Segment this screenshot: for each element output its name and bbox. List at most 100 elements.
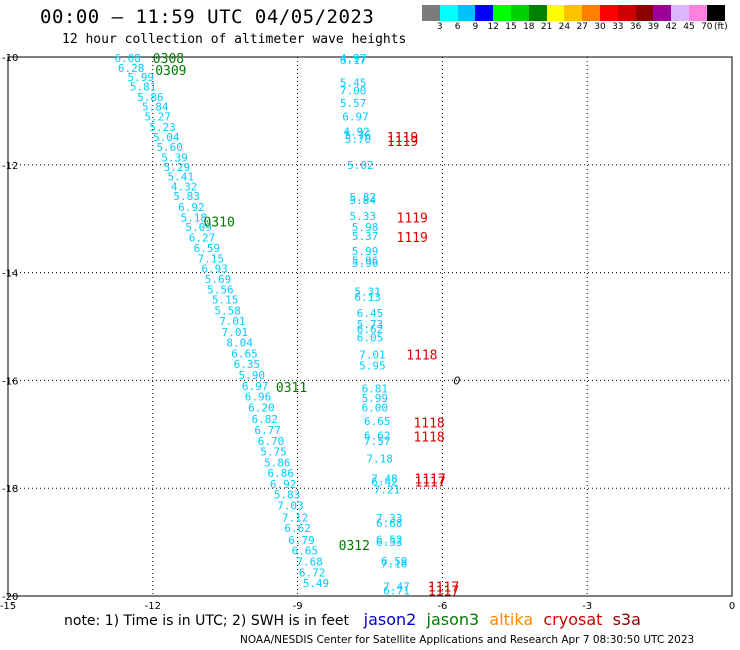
legend-note: note: 1) Time is in UTC; 2) SWH is in fe… xyxy=(64,613,350,629)
wave-height-value: 5.56 xyxy=(207,283,234,296)
satellite-legend: jason2 jason3 altika cryosat s3a xyxy=(353,610,641,629)
wave-height-value: 4.92 xyxy=(343,125,370,138)
wave-height-value: 5.99 xyxy=(127,71,154,84)
wave-height-value: 6.93 xyxy=(201,262,228,275)
wave-height-value: 5.95 xyxy=(359,359,386,372)
pass-time-label: 1119 xyxy=(397,212,428,227)
pass-time-label: 0309 xyxy=(155,64,186,79)
wave-height-value: 5.82 xyxy=(350,191,377,204)
wave-height-value: 6.42 xyxy=(371,476,398,489)
wave-height-value: 6.65 xyxy=(364,415,391,428)
wave-height-value: 5.70 xyxy=(345,133,372,146)
wave-height-value: 6.35 xyxy=(234,358,261,371)
wave-height-value: 5.31 xyxy=(354,285,381,298)
wave-height-value: 5.60 xyxy=(156,141,183,154)
color-scale-label: 6 xyxy=(454,22,461,32)
wave-height-value: 5.99 xyxy=(362,392,389,405)
wave-height-value: 6.97 xyxy=(342,110,369,123)
x-tick-label: -9 xyxy=(293,601,303,610)
wave-height-value: 7.12 xyxy=(282,511,309,524)
x-tick-label: -15 xyxy=(0,601,16,610)
color-swatch xyxy=(422,5,440,21)
wave-height-value: 7.03 xyxy=(277,499,304,512)
color-swatch xyxy=(635,5,654,21)
wave-height-plot: -15 -12 -9 -6 -3 0 -10 -12 -14 -16 -18 -20 6.086.28… xyxy=(0,52,735,610)
color-scale-label: 12 xyxy=(487,22,499,32)
x-tick-label: -3 xyxy=(582,601,592,610)
wave-height-value: 6.59 xyxy=(381,555,408,568)
wave-height-value: 6.62 xyxy=(364,429,391,442)
color-swatch xyxy=(457,5,476,21)
color-swatch xyxy=(528,5,547,21)
wave-height-value: 6.96 xyxy=(245,391,272,404)
wave-height-value: 5.81 xyxy=(130,81,157,94)
y-tick-label: -10 xyxy=(2,53,18,64)
wave-height-value: 5.86 xyxy=(137,91,164,104)
wave-height-value: 5.33 xyxy=(350,210,377,223)
color-scale-label: 45 xyxy=(683,22,695,32)
color-scale-label: 39 xyxy=(647,22,660,32)
color-scale-label: 24 xyxy=(558,22,571,32)
wave-height-value: 5.84 xyxy=(142,101,169,114)
wave-height-value: 7.01 xyxy=(219,315,246,328)
legend-cryosat: cryosat xyxy=(533,610,603,629)
wave-height-value: 5.15 xyxy=(212,294,239,307)
color-swatch xyxy=(510,5,529,21)
wave-height-value: 6.77 xyxy=(254,424,281,437)
y-tick-label: -18 xyxy=(2,484,18,495)
pass-time-label: 1118 xyxy=(406,349,437,364)
wave-height-value: 6.79 xyxy=(288,534,315,547)
x-tick-label: -12 xyxy=(145,601,161,610)
color-scale-unit: (ft) xyxy=(714,22,728,32)
chart-subtitle: 12 hour collection of altimeter wave hei… xyxy=(62,32,407,47)
wave-height-value: 6.62 xyxy=(357,323,384,336)
wave-height-value: 6.97 xyxy=(242,380,269,393)
color-swatch xyxy=(475,5,494,21)
wave-height-value: 5.84 xyxy=(350,194,377,207)
wave-height-value: 7.16 xyxy=(381,558,408,571)
wave-height-value: 5.18 xyxy=(181,212,208,225)
wave-height-value: 7.68 xyxy=(296,556,323,569)
pass-time-label: 0308 xyxy=(153,52,184,67)
legend-jason3: jason3 xyxy=(416,610,480,629)
wave-height-value: 6.62 xyxy=(284,522,311,535)
wave-height-value: 6.92 xyxy=(270,478,297,491)
wave-height-value: 7.47 xyxy=(383,580,410,593)
wave-height-value: 7.33 xyxy=(376,512,403,525)
color-swatch xyxy=(617,5,636,21)
color-swatch xyxy=(582,5,600,21)
wave-height-value: 6.08 xyxy=(114,52,141,65)
wave-height-value: 6.00 xyxy=(362,401,389,414)
color-scale-label: 21 xyxy=(540,22,553,32)
legend-row: note: 1) Time is in UTC; 2) SWH is in fe… xyxy=(64,610,641,629)
wave-height-value: 6.71 xyxy=(383,585,410,598)
x-tick-label: -6 xyxy=(437,601,447,610)
color-swatch xyxy=(688,5,707,21)
footer-credit: NOAA/NESDIS Center for Satellite Applica… xyxy=(240,634,695,646)
legend-s3a: s3a xyxy=(602,610,641,629)
wave-height-value: 5.76 xyxy=(345,129,372,142)
y-tick-label: -14 xyxy=(2,269,18,280)
color-scale-label: 3 xyxy=(436,22,443,32)
color-scale-label: 27 xyxy=(576,22,588,32)
plot-marks: 6.086.285.995.815.865.845.275.235.045.60… xyxy=(114,52,460,600)
wave-height-value: 4.97 xyxy=(340,52,367,65)
wave-height-value: 7.21 xyxy=(374,483,401,496)
wave-height-value: 5.83 xyxy=(274,489,301,502)
wave-height-value: 5.73 xyxy=(357,318,384,331)
chart-title: 00:00 — 11:59 UTC 04/05/2023 xyxy=(40,6,375,28)
wave-height-value: 6.68 xyxy=(376,517,403,530)
pass-time-label: 0312 xyxy=(339,539,370,554)
wave-height-value: 6.20 xyxy=(248,401,275,414)
y-tick-label: -12 xyxy=(2,161,18,172)
color-swatch xyxy=(439,5,458,21)
color-swatch xyxy=(653,5,672,21)
wave-height-value: 5.75 xyxy=(260,446,287,459)
wave-height-value: 5.41 xyxy=(168,171,195,184)
pass-time-label: 1118 xyxy=(413,430,444,445)
wave-height-value: 5.27 xyxy=(144,110,171,123)
pass-time-label: 1117 xyxy=(428,580,459,595)
wave-height-value: 5.02 xyxy=(347,159,374,172)
pass-time-label: 1117 xyxy=(414,472,445,487)
wave-height-value: 6.13 xyxy=(354,291,381,304)
